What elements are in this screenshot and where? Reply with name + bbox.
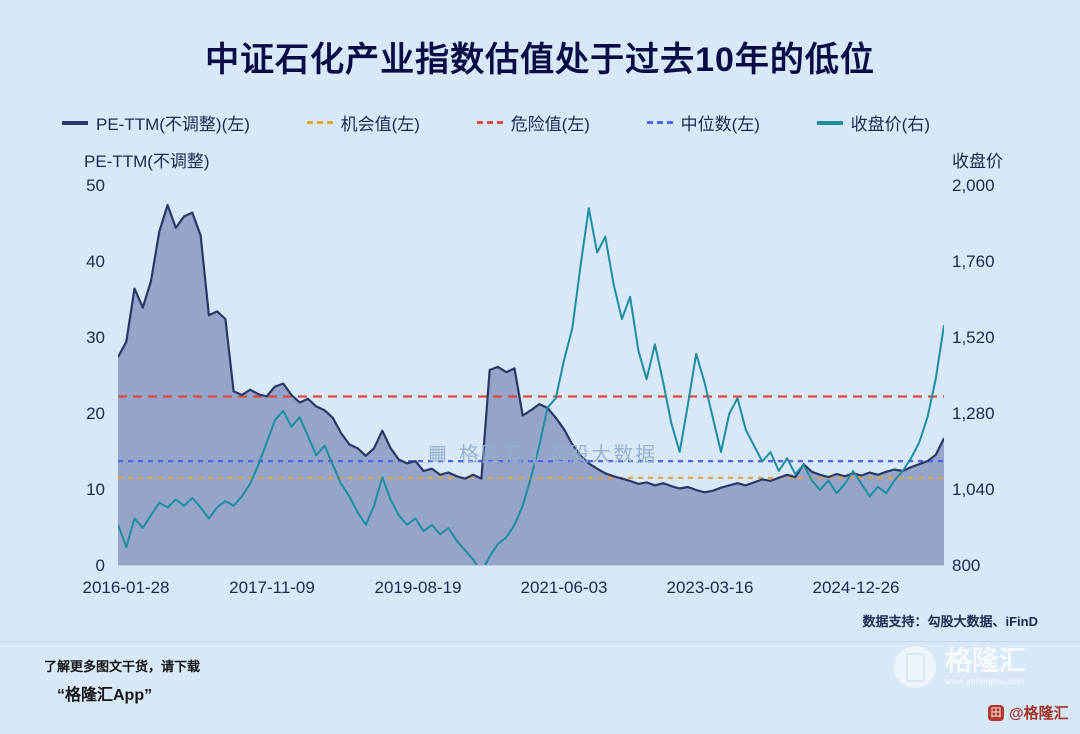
chart-title: 中证石化产业指数估值处于过去10年的低位 [205, 41, 875, 79]
footer-divider [0, 641, 1080, 642]
legend-item-opportunity: 机会值(左) [306, 110, 420, 135]
legend-item-close-price: 收盘价(右) [816, 110, 930, 135]
pe-line-swatch-icon [62, 120, 88, 125]
legend: PE-TTM(不调整)(左) 机会值(左) 危险值(左) 中位数(左) 收盘价(… [62, 110, 930, 135]
gelonghui-grid-icon: 田 [988, 704, 1004, 721]
left-axis-tick: 0 [95, 556, 105, 575]
x-axis-tick: 2019-08-19 [374, 578, 462, 597]
legend-item-danger: 危险值(左) [476, 110, 590, 135]
legend-label: 机会值(左) [340, 115, 420, 134]
x-axis-tick: 2017-11-09 [229, 578, 315, 597]
right-axis-tick: 2,000 [952, 176, 995, 195]
right-axis-tick: 1,280 [952, 404, 995, 423]
brand-url: www.gelonghui.com [945, 677, 1025, 686]
median-dash-swatch-icon [646, 121, 673, 124]
left-axis-tick: 50 [86, 176, 105, 195]
close-line-swatch-icon [816, 120, 843, 125]
handle-text: @格隆汇 [1009, 705, 1069, 722]
legend-label: 危险值(左) [510, 115, 590, 134]
right-axis-tick: 800 [952, 556, 981, 575]
left-axis-tick: 20 [86, 404, 105, 423]
left-axis-tick: 30 [86, 328, 105, 347]
right-axis-tick: 1,040 [952, 480, 995, 499]
watermark-handle: 田 @格隆汇 [988, 702, 1069, 723]
x-axis-tick: 2016-01-28 [82, 578, 170, 597]
legend-item-pe-ttm: PE-TTM(不调整)(左) [62, 110, 250, 135]
legend-label: PE-TTM(不调整)(左) [96, 115, 250, 134]
phone-icon [894, 646, 936, 688]
footer-promo-line1: 了解更多图文干货，请下载 [44, 659, 201, 674]
legend-label: 中位数(左) [680, 115, 760, 134]
pe-valuation-chart [118, 203, 944, 566]
footer-promo-app-name: “格隆汇App” [57, 687, 153, 704]
right-axis-tick: 1,760 [952, 252, 995, 271]
data-source-note: 数据支持：勾股大数据、iFinD [862, 614, 1039, 629]
x-axis-tick: 2023-03-16 [666, 578, 754, 597]
opportunity-dash-swatch-icon [306, 121, 333, 124]
right-axis-title: 收盘价 [952, 152, 1003, 171]
gelonghui-brand-logo: 格隆汇 www.gelonghui.com [894, 646, 1026, 688]
left-axis-title: PE-TTM(不调整) [84, 152, 210, 171]
left-axis-tick: 40 [86, 252, 105, 271]
brand-name: 格隆汇 [945, 646, 1026, 676]
x-axis-tick: 2021-06-03 [520, 578, 608, 597]
x-axis-tick: 2024-12-26 [812, 578, 900, 597]
right-axis-tick: 1,520 [952, 328, 995, 347]
danger-dash-swatch-icon [476, 121, 503, 124]
legend-item-median: 中位数(左) [646, 110, 760, 135]
left-axis-tick: 10 [86, 480, 105, 499]
legend-label: 收盘价(右) [850, 115, 930, 134]
